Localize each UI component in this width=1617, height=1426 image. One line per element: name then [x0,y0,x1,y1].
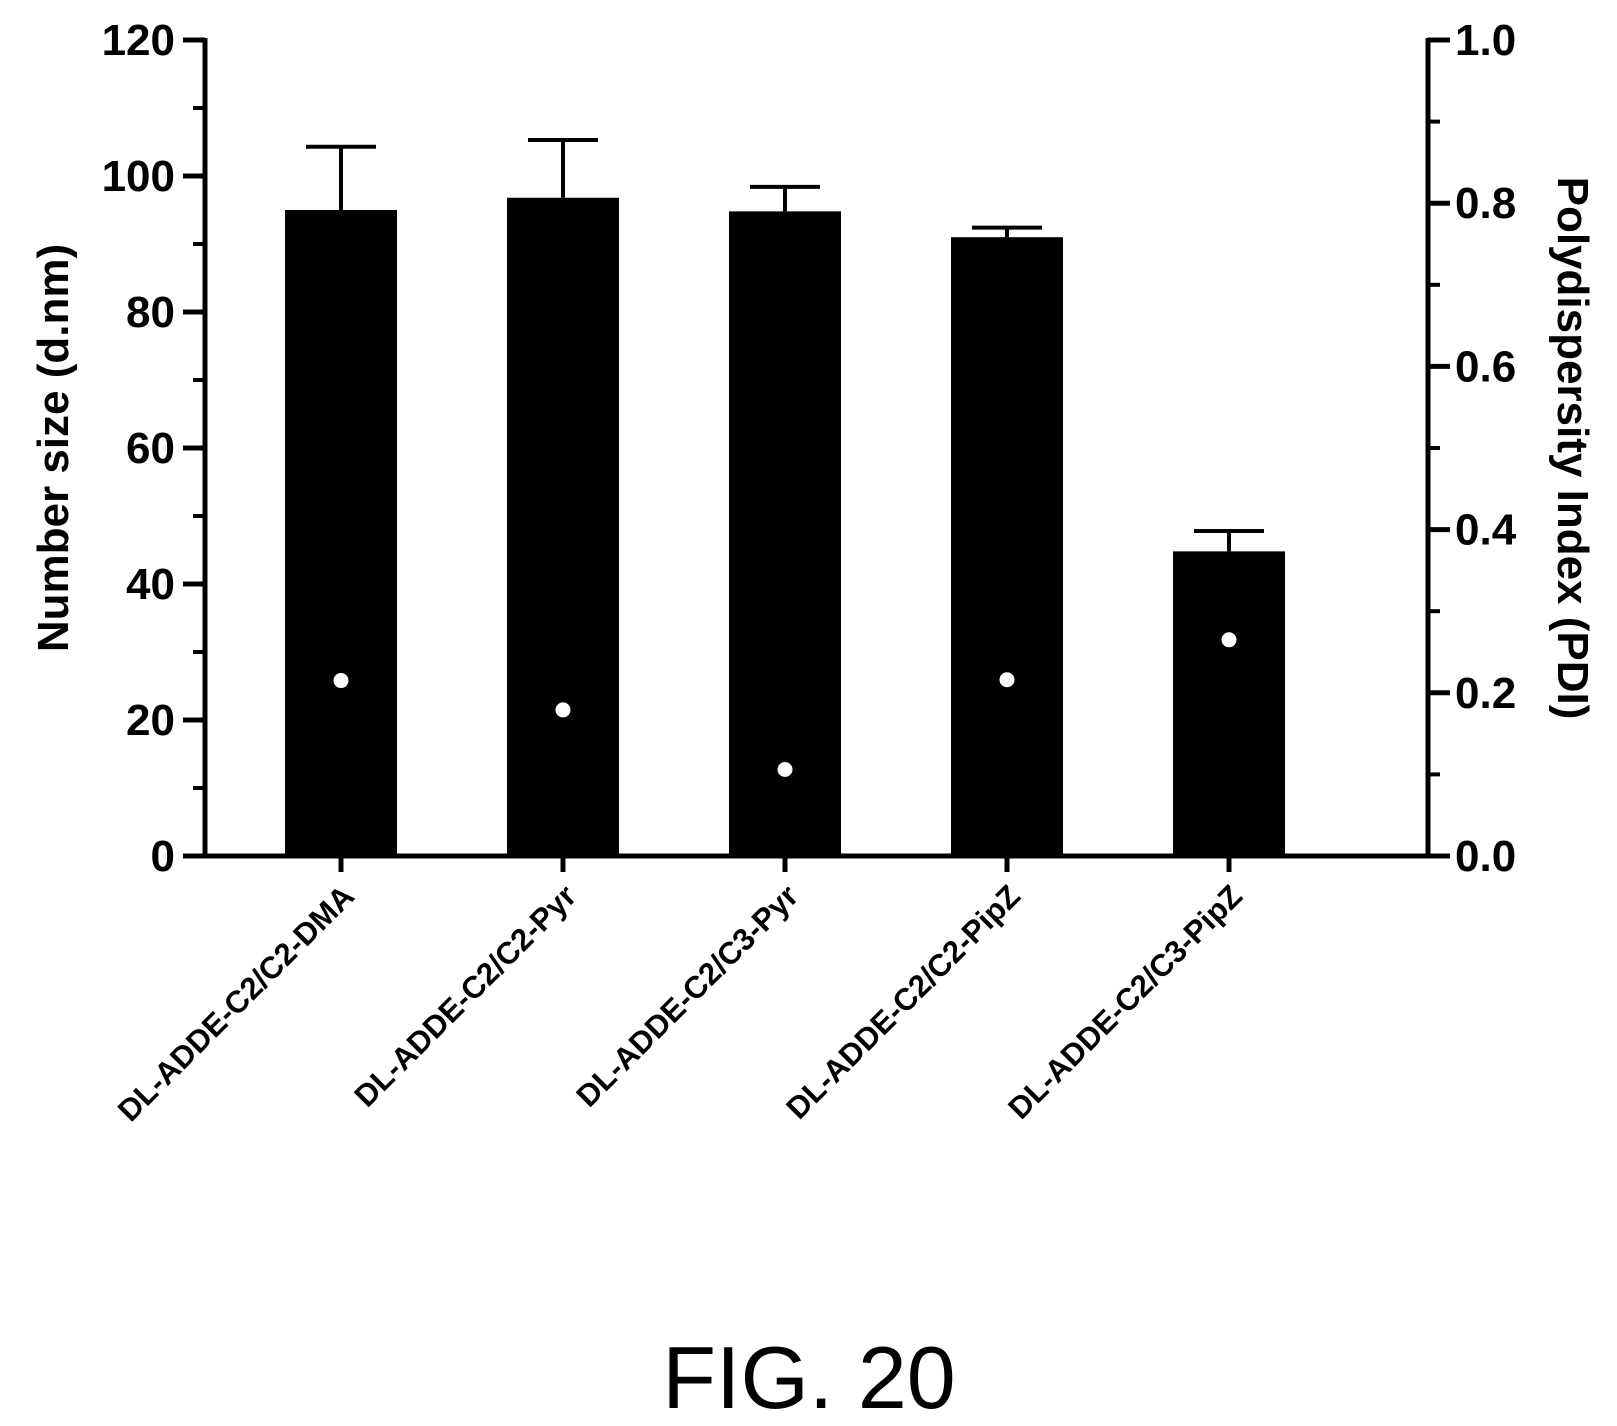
pdi-point-5 [1221,632,1237,648]
y-tick-label-3: 60 [126,424,175,473]
bars-layer [285,197,1285,857]
y2-axis-title: Polydispersity Index (PDI) [1548,177,1597,720]
pdi-point-3 [777,762,793,778]
pdi-point-4 [999,672,1015,688]
y2-tick-label-2: 0.4 [1455,506,1517,555]
error-bar-5 [1194,528,1264,552]
error-bar-4 [972,225,1042,238]
bar-1 [285,210,397,856]
bar-4 [951,237,1063,856]
y-tick-label-5: 100 [102,152,175,201]
error-bars-layer [306,137,1264,552]
pdi-point-1 [333,673,349,689]
y-tick-label-1: 20 [126,696,175,745]
y-tick-label-0: 0 [151,832,175,881]
y2-tick-label-4: 0.8 [1455,179,1516,228]
y2-tick-label-0: 0.0 [1455,832,1516,881]
error-bar-3 [750,184,820,212]
x-tick-label-2: DL-ADDE-C2/C2-Pyr [347,878,582,1113]
pdi-point-2 [555,702,571,718]
axes-layer [183,37,1450,872]
error-bar-1 [306,144,376,210]
y2-tick-label-5: 1.0 [1455,16,1516,65]
error-bar-2 [528,137,598,198]
y2-tick-label-3: 0.6 [1455,342,1516,391]
y-tick-label-6: 120 [102,16,175,65]
y-axis-title: Number size (d.nm) [29,244,78,652]
pdi-points-layer [333,632,1237,778]
figure-caption: FIG. 20 [662,1328,955,1426]
bar-5 [1173,551,1285,856]
x-tick-label-3: DL-ADDE-C2/C3-Pyr [569,878,804,1113]
x-tick-label-4: DL-ADDE-C2/C2-PipZ [779,878,1027,1126]
y-tick-label-4: 80 [126,288,175,337]
x-tick-label-5: DL-ADDE-C2/C3-PipZ [1001,878,1249,1126]
y2-tick-label-1: 0.2 [1455,669,1516,718]
y-tick-label-2: 40 [126,560,175,609]
x-tick-label-1: DL-ADDE-C2/C2-DMA [111,878,361,1128]
bar-3 [729,211,841,857]
bar-2 [507,197,619,856]
